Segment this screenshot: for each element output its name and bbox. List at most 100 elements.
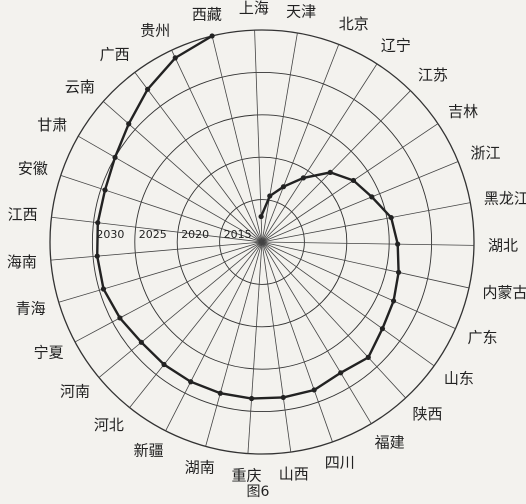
- category-label: 甘肃: [37, 116, 67, 134]
- radar-series: [94, 33, 402, 402]
- category-label: 青海: [16, 300, 46, 318]
- ring-2030: [91, 71, 433, 413]
- point-上海: [258, 213, 264, 220]
- radar-spokes: [50, 30, 474, 454]
- spoke-19: [129, 241, 263, 408]
- category-label: 新疆: [134, 441, 164, 459]
- category-label: 安徽: [18, 159, 48, 177]
- spoke-8: [261, 241, 474, 246]
- category-label: 广东: [468, 329, 498, 347]
- spoke-16: [247, 241, 263, 454]
- point-宁夏: [117, 315, 123, 321]
- point-云南: [126, 121, 132, 127]
- spoke-18: [165, 241, 263, 432]
- point-河南: [138, 339, 144, 345]
- point-陕西: [365, 354, 371, 360]
- ring-label-2015: 2015: [224, 228, 252, 241]
- ring-label-2020: 2020: [181, 228, 209, 241]
- spoke-28: [134, 72, 263, 243]
- category-label: 山西: [279, 465, 309, 483]
- spoke-14: [261, 241, 333, 443]
- ring-2025: [134, 114, 390, 370]
- figure-label: 图6: [247, 484, 270, 500]
- spoke-12: [261, 241, 406, 399]
- category-label: 湖北: [488, 237, 518, 255]
- spoke-26: [78, 135, 263, 243]
- spoke-9: [261, 241, 470, 289]
- spoke-5: [261, 123, 439, 243]
- point-甘肃: [112, 154, 118, 160]
- category-label: 江苏: [418, 66, 448, 84]
- category-label: 重庆: [231, 466, 261, 484]
- point-海南: [94, 253, 100, 259]
- category-label: 黑龙江: [484, 190, 526, 208]
- category-label: 湖南: [185, 459, 215, 477]
- category-label: 广西: [100, 46, 130, 64]
- spoke-13: [261, 241, 372, 424]
- category-label: 辽宁: [381, 36, 411, 54]
- spoke-21: [74, 241, 263, 343]
- spoke-10: [261, 241, 456, 330]
- spoke-15: [261, 241, 292, 453]
- spoke-0: [254, 30, 263, 243]
- category-label: 内蒙古: [482, 284, 526, 302]
- spoke-22: [58, 241, 263, 303]
- ring-2020: [176, 156, 348, 328]
- radar-grid: [49, 29, 475, 455]
- point-安徽: [102, 187, 108, 193]
- point-河北: [161, 361, 167, 368]
- category-label: 江西: [8, 206, 38, 224]
- point-山东: [379, 326, 386, 332]
- spoke-1: [261, 32, 298, 243]
- point-西藏: [209, 33, 215, 39]
- spoke-11: [261, 241, 435, 367]
- spoke-2: [261, 44, 340, 243]
- category-label: 北京: [339, 15, 369, 33]
- point-江西: [95, 220, 101, 226]
- point-四川: [311, 387, 317, 393]
- category-label: 四川: [325, 454, 355, 472]
- category-label: 云南: [65, 78, 95, 96]
- spoke-4: [261, 90, 411, 243]
- point-广东: [390, 298, 397, 304]
- ring-2015: [219, 199, 305, 285]
- point-湖北: [395, 241, 401, 247]
- point-吉林: [350, 177, 357, 184]
- point-新疆: [188, 379, 194, 385]
- spoke-29: [171, 50, 263, 243]
- spoke-23: [50, 241, 263, 261]
- spoke-3: [261, 63, 378, 243]
- point-贵州: [172, 55, 178, 61]
- category-label: 西藏: [192, 6, 222, 24]
- category-label: 吉林: [448, 102, 478, 120]
- point-重庆: [248, 395, 255, 402]
- point-江苏: [327, 169, 333, 175]
- category-label: 陕西: [413, 405, 443, 423]
- ring-outer: [49, 29, 475, 455]
- category-label: 山东: [444, 370, 474, 388]
- spoke-24: [51, 216, 263, 243]
- point-青海: [100, 286, 107, 292]
- category-label: 河南: [60, 383, 90, 401]
- category-label: 河北: [94, 416, 124, 434]
- point-辽宁: [300, 175, 306, 181]
- category-label: 天津: [286, 2, 316, 20]
- point-北京: [280, 184, 287, 190]
- point-黑龙江: [388, 214, 394, 221]
- point-山西: [280, 394, 286, 401]
- spoke-20: [98, 241, 263, 378]
- category-label: 上海: [239, 0, 269, 17]
- ring-labels: 2015 2020 2025 2030: [96, 228, 251, 241]
- spoke-30: [211, 35, 263, 243]
- point-湖南: [217, 390, 223, 396]
- category-label: 浙江: [470, 144, 500, 162]
- ring-label-2030: 2030: [96, 228, 124, 241]
- category-label: 海南: [7, 253, 37, 271]
- point-浙江: [369, 194, 375, 200]
- category-label: 贵州: [140, 21, 170, 39]
- category-label: 宁夏: [34, 343, 64, 361]
- spoke-17: [205, 241, 263, 447]
- point-福建: [338, 370, 344, 376]
